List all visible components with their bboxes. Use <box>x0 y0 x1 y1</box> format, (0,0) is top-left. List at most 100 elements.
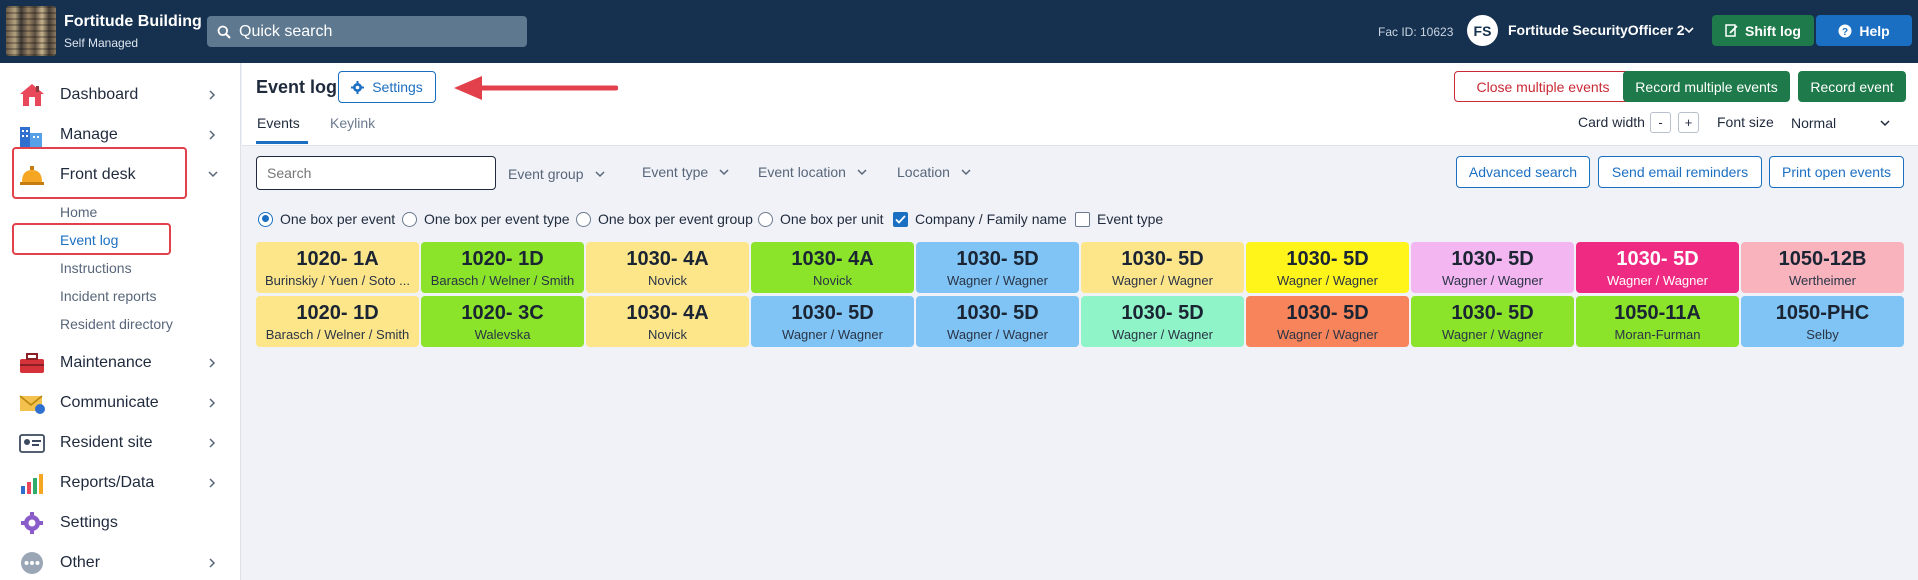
radio-one-box-per-unit[interactable]: One box per unit <box>758 211 884 227</box>
highlight-box-event-log <box>12 223 171 255</box>
chevron-right-icon <box>209 130 216 140</box>
card-width-decrease-button[interactable]: - <box>1650 112 1671 133</box>
event-location-filter[interactable]: Event location <box>758 164 868 180</box>
event-type-filter[interactable]: Event type <box>642 164 730 180</box>
quick-search-input[interactable]: Quick search <box>207 16 527 47</box>
sidebar-item-label: Front desk <box>60 166 136 183</box>
highlight-box-front-desk <box>12 147 187 199</box>
checkbox-checked-icon <box>893 211 908 227</box>
event-card[interactable]: 1030- 4A Novick <box>751 242 914 293</box>
toolbox-icon <box>20 353 44 373</box>
checkbox-empty-icon <box>1075 211 1090 227</box>
event-card[interactable]: 1030- 5D Wagner / Wagner <box>1576 242 1739 293</box>
user-menu[interactable]: Fortitude SecurityOfficer 2 <box>1508 22 1685 38</box>
event-card-names: Selby <box>1806 327 1839 342</box>
print-open-events-button[interactable]: Print open events <box>1769 156 1904 188</box>
event-card[interactable]: 1030- 5D Wagner / Wagner <box>1081 242 1244 293</box>
facility-id: Fac ID: 10623 <box>1378 25 1454 39</box>
event-card[interactable]: 1020- 1D Barasch / Welner / Smith <box>421 242 584 293</box>
font-size-select[interactable]: Normal <box>1787 109 1899 136</box>
location-filter[interactable]: Location <box>897 164 972 180</box>
event-group-filter[interactable]: Event group <box>508 166 606 182</box>
sidebar-item-label: Resident site <box>60 434 153 451</box>
event-card-names: Novick <box>812 273 852 288</box>
event-card[interactable]: 1020- 3C Walevska <box>421 296 584 347</box>
avatar[interactable]: FS <box>1467 15 1498 46</box>
building-logo[interactable] <box>6 6 56 56</box>
close-multiple-events-button[interactable]: Close multiple events <box>1454 71 1632 102</box>
checkbox-event-type[interactable]: Event type <box>1075 211 1163 227</box>
event-card-unit: 1020- 3C <box>461 302 544 324</box>
chevron-down-icon <box>208 171 218 178</box>
event-log-settings-button[interactable]: Settings <box>338 71 436 103</box>
event-card[interactable]: 1050-12B Wertheimer <box>1741 242 1904 293</box>
sidebar-item-settings[interactable]: Settings <box>0 503 241 543</box>
sidebar-subitem-instructions[interactable]: Instructions <box>60 260 132 276</box>
send-email-reminders-button[interactable]: Send email reminders <box>1598 156 1762 188</box>
event-card[interactable]: 1020- 1A Burinskiy / Yuen / Soto ... <box>256 242 419 293</box>
id-card-icon <box>19 434 45 453</box>
event-card[interactable]: 1030- 5D Wagner / Wagner <box>1246 296 1409 347</box>
event-card[interactable]: 1020- 1D Barasch / Welner / Smith <box>256 296 419 347</box>
location-label: Location <box>897 164 950 180</box>
radio-empty-icon <box>576 211 591 227</box>
radio-one-box-per-event-group[interactable]: One box per event group <box>576 211 753 227</box>
checkbox-company-family-name[interactable]: Company / Family name <box>893 211 1067 227</box>
event-card[interactable]: 1030- 4A Novick <box>586 296 749 347</box>
sidebar-item-label: Communicate <box>60 394 159 411</box>
sidebar-item-other[interactable]: Other <box>0 543 241 580</box>
card-width-increase-button[interactable]: + <box>1678 112 1699 133</box>
event-card-names: Wagner / Wagner <box>947 273 1048 288</box>
event-card-names: Novick <box>647 273 687 288</box>
sidebar-item-label: Settings <box>60 514 118 531</box>
sidebar-item-communicate[interactable]: Communicate <box>0 383 241 423</box>
event-card-unit: 1030- 4A <box>791 248 874 270</box>
sidebar-item-label: Reports/Data <box>60 474 155 491</box>
chevron-right-icon <box>209 558 216 568</box>
shift-log-button[interactable]: Shift log <box>1712 15 1814 46</box>
advanced-search-button[interactable]: Advanced search <box>1456 156 1590 188</box>
sidebar-subitem-incident-reports[interactable]: Incident reports <box>60 288 157 304</box>
record-event-button[interactable]: Record event <box>1798 71 1906 102</box>
event-card-unit: 1030- 5D <box>1121 302 1204 324</box>
event-card[interactable]: 1030- 5D Wagner / Wagner <box>1246 242 1409 293</box>
sidebar-item-maintenance[interactable]: Maintenance <box>0 343 241 383</box>
sidebar-item-manage[interactable]: Manage <box>0 115 241 155</box>
event-card-unit: 1050-11A <box>1614 302 1701 324</box>
building-name[interactable]: Fortitude Building <box>64 13 202 30</box>
event-card[interactable]: 1030- 5D Wagner / Wagner <box>1081 296 1244 347</box>
event-card[interactable]: 1030- 5D Wagner / Wagner <box>751 296 914 347</box>
event-card[interactable]: 1030- 5D Wagner / Wagner <box>1411 242 1574 293</box>
event-card[interactable]: 1030- 5D Wagner / Wagner <box>1411 296 1574 347</box>
event-type-label: Event type <box>642 164 709 180</box>
event-search-input[interactable] <box>256 156 496 190</box>
event-card[interactable]: 1050-11A Moran-Furman <box>1576 296 1739 347</box>
top-bar: Fortitude Building Self Managed Quick se… <box>0 0 1918 63</box>
event-card[interactable]: 1030- 5D Wagner / Wagner <box>916 296 1079 347</box>
annotation-arrow-icon <box>454 76 618 100</box>
help-label: Help <box>1859 22 1890 39</box>
sidebar-item-resident-site[interactable]: Resident site <box>0 423 241 463</box>
event-card[interactable]: 1030- 5D Wagner / Wagner <box>916 242 1079 293</box>
building-icon <box>20 127 42 147</box>
chevron-down-icon[interactable] <box>1683 24 1695 36</box>
record-multiple-events-button[interactable]: Record multiple events <box>1623 71 1790 102</box>
sidebar-subitem-event-log[interactable]: Event log <box>60 232 119 248</box>
tab-events[interactable]: Events <box>257 115 300 131</box>
sidebar-item-dashboard[interactable]: Dashboard <box>0 75 241 115</box>
event-card[interactable]: 1030- 4A Novick <box>586 242 749 293</box>
sidebar-subitem-home[interactable]: Home <box>60 204 98 220</box>
event-card-names: Moran-Furman <box>1614 327 1701 342</box>
radio-one-box-per-event[interactable]: One box per event <box>258 211 395 227</box>
search-icon <box>217 25 231 39</box>
help-button[interactable]: ? Help <box>1816 15 1912 46</box>
event-card-names: Wagner / Wagner <box>1112 273 1213 288</box>
radio-one-box-per-event-type[interactable]: One box per event type <box>402 211 570 227</box>
tab-keylink[interactable]: Keylink <box>330 115 376 131</box>
sidebar-subitem-resident-directory[interactable]: Resident directory <box>60 316 173 332</box>
sidebar-item-reports-data[interactable]: Reports/Data <box>0 463 241 503</box>
event-card-names: Wagner / Wagner <box>1112 327 1213 342</box>
sidebar-item-front-desk[interactable]: Front desk <box>0 155 241 195</box>
event-card[interactable]: 1050-PHC Selby <box>1741 296 1904 347</box>
event-card-unit: 1030- 5D <box>791 302 874 324</box>
